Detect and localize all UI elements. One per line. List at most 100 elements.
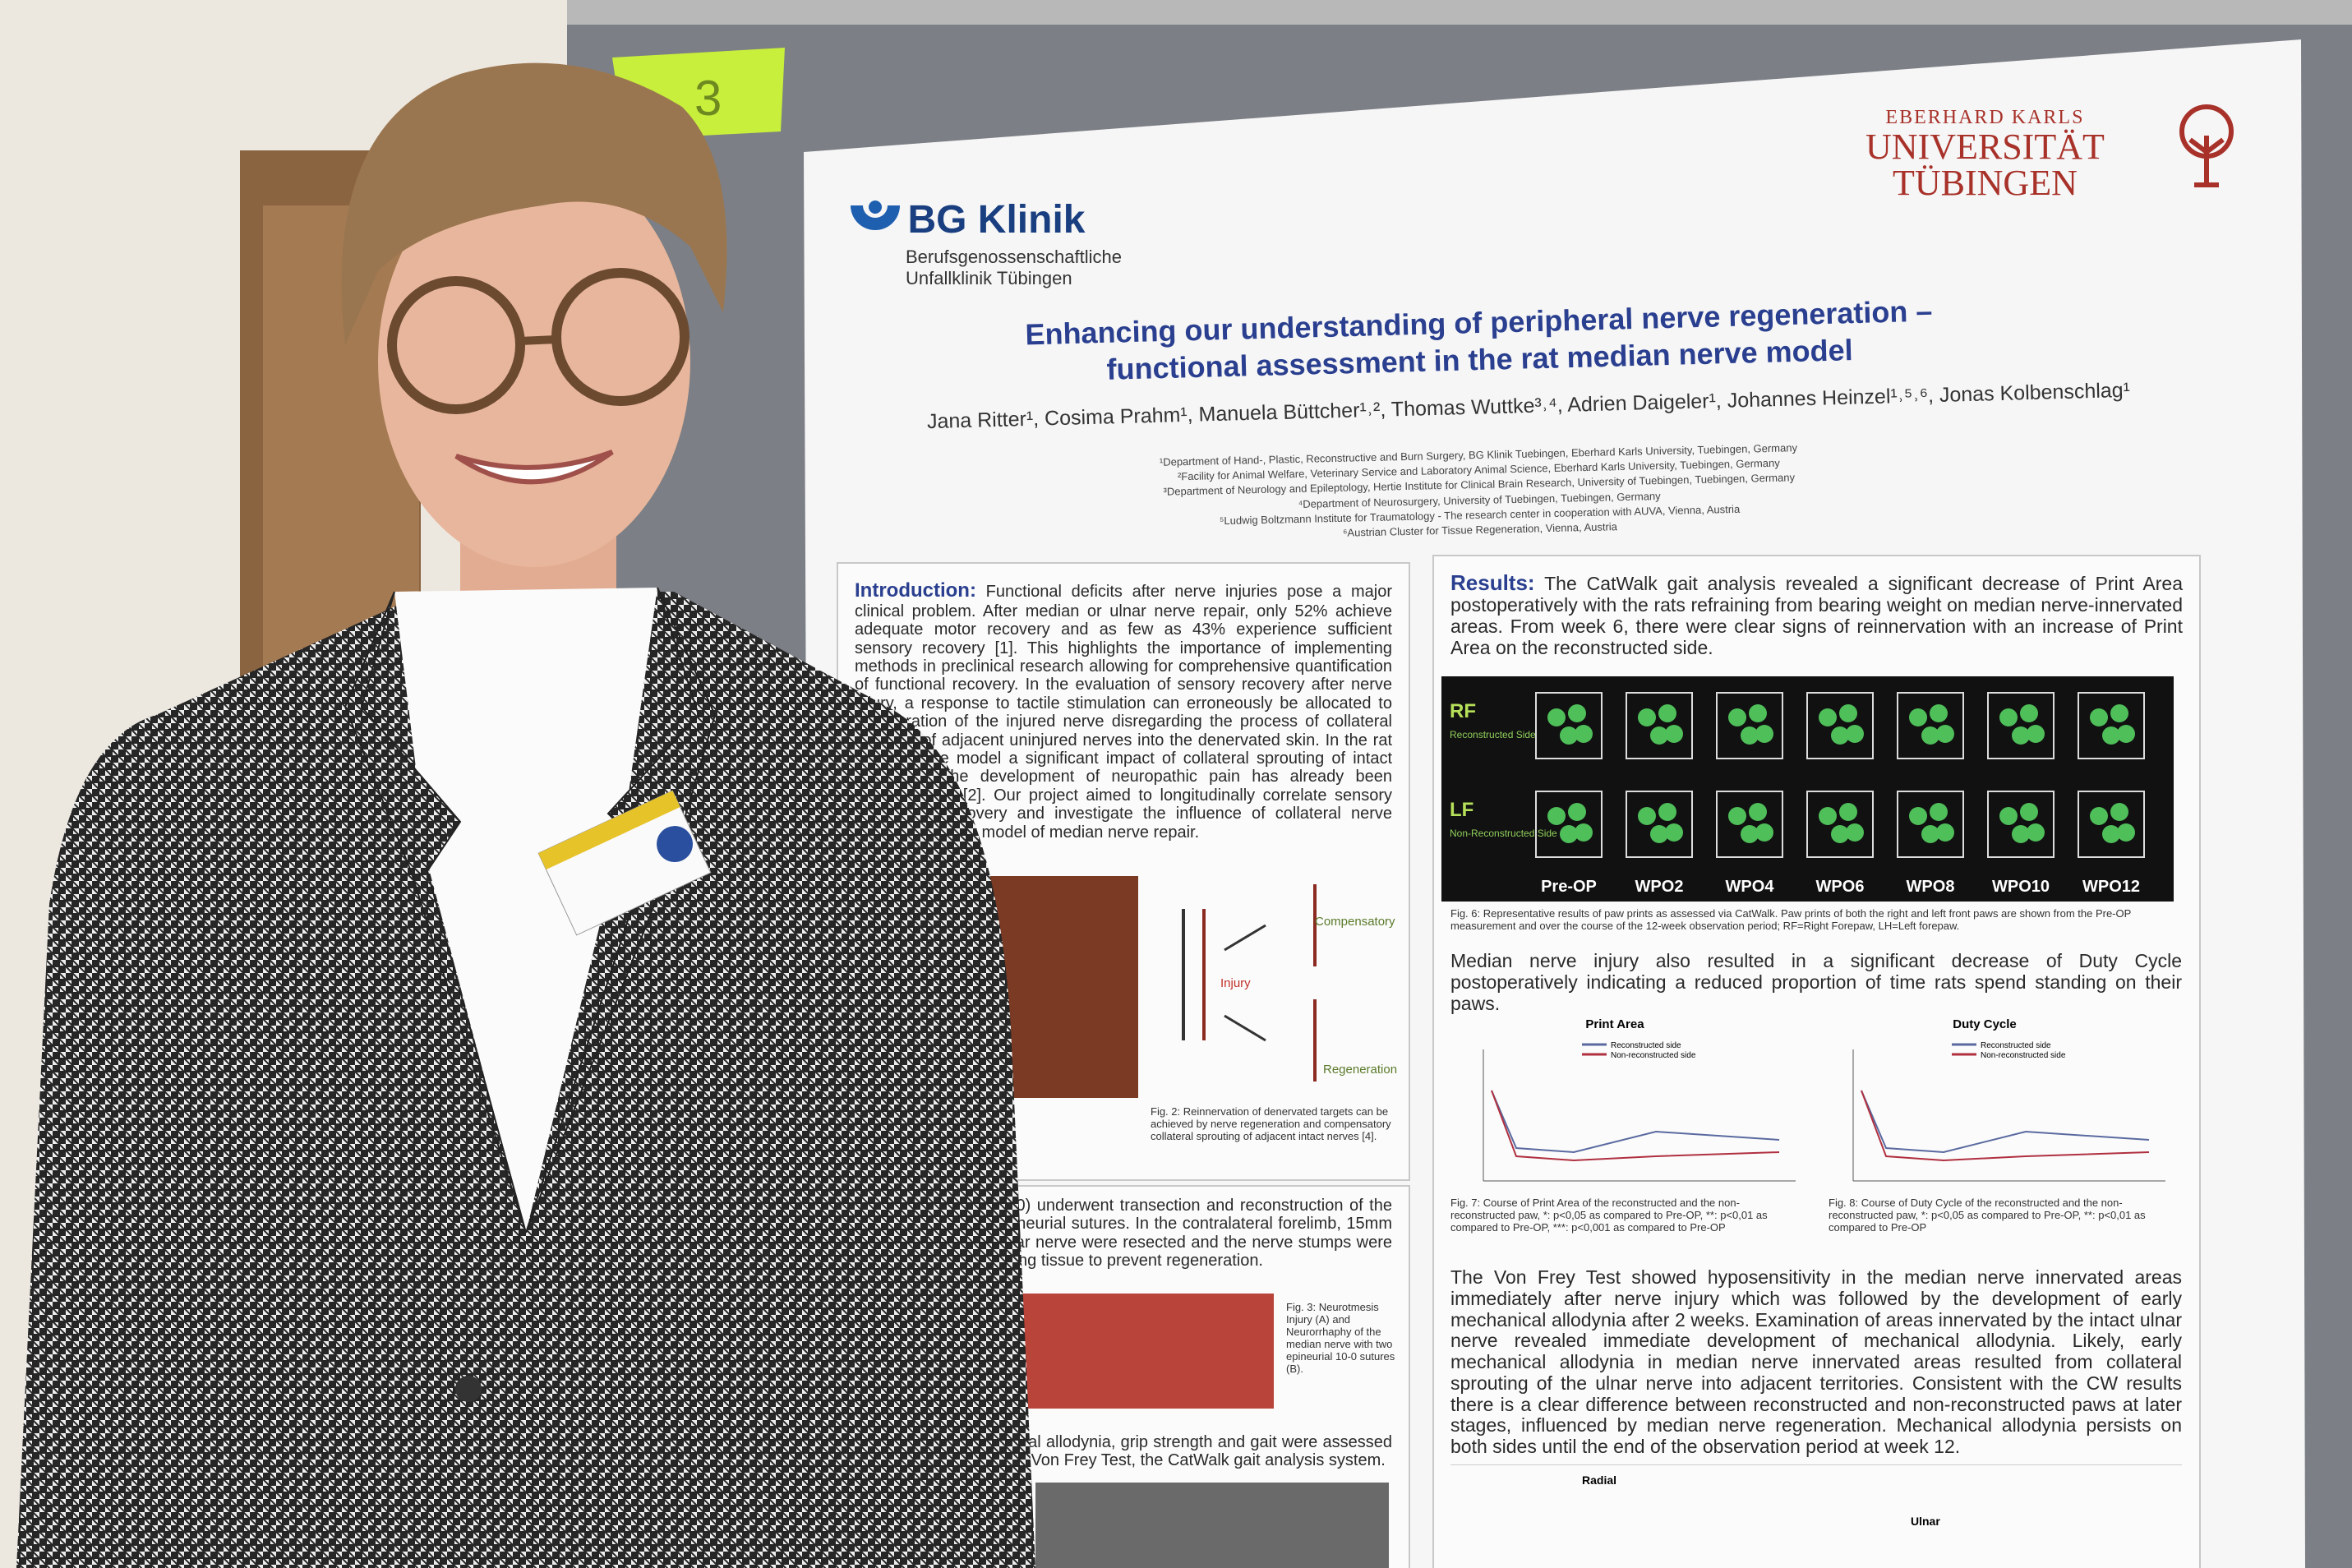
paw-blob — [1831, 726, 1849, 745]
paw-blob — [2020, 704, 2038, 722]
paw-blob — [2027, 823, 2045, 842]
fig3-caption: Fig. 3: Neurotmesis Injury (A) and Neuro… — [1286, 1301, 1395, 1375]
paw-blob — [1936, 823, 1954, 842]
paw-blob — [1909, 708, 1927, 726]
paw-blob — [2102, 825, 2120, 843]
paw-print-frame — [1806, 692, 1874, 759]
chart-title: Print Area — [1585, 1017, 1644, 1031]
row-note: Non-Reconstructed Side — [1450, 828, 1557, 839]
row-label: RF — [1450, 700, 1476, 722]
col-label: WPO2 — [1635, 878, 1684, 896]
paw-blob — [1921, 825, 1939, 843]
paw-blob — [1741, 726, 1759, 745]
results-text: The CatWalk gait analysis revealed a sig… — [1450, 573, 2183, 658]
paw-blob — [2102, 726, 2120, 745]
paw-blob — [1839, 803, 1857, 821]
anatomy-photo — [962, 876, 1138, 1098]
paw-blob — [1560, 825, 1578, 843]
fig8-caption: Fig. 8: Course of Duty Cycle of the reco… — [1829, 1197, 2146, 1234]
logo-line: Unfallklinik Tübingen — [906, 268, 1072, 288]
intro-box: Introduction: Functional deficits after … — [837, 562, 1410, 1181]
surgery-photo — [1003, 1294, 1274, 1409]
paw-print-frame — [1626, 791, 1693, 858]
paw-blob — [1999, 807, 2018, 825]
fig6-caption: Fig. 6: Representative results of paw pr… — [1450, 907, 2132, 932]
paw-blob — [2117, 725, 2135, 743]
paw-blob — [1728, 708, 1746, 726]
section-heading: Introduction: — [855, 579, 976, 602]
fig7-caption: Fig. 7: Course of Print Area of the reco… — [1450, 1197, 1768, 1234]
duty-text: Median nerve injury also resulted in a s… — [1450, 950, 2182, 1014]
panel-title: Radial — [1582, 1473, 1617, 1487]
sticky-note-text: 3 — [694, 71, 722, 126]
paw-print-frame — [1535, 791, 1603, 858]
legend-label: Reconstructed side — [1611, 1041, 1681, 1050]
paw-print-frame — [1987, 791, 2055, 858]
paw-blob — [1547, 807, 1566, 825]
paw-blob — [2090, 807, 2108, 825]
methods-box: Male Wistar rats (n=10) underwent transe… — [837, 1185, 1410, 1568]
paw-blob — [1741, 825, 1759, 843]
paw-blob — [1839, 704, 1857, 722]
paw-blob — [1936, 725, 1954, 743]
paw-blob — [1819, 708, 1837, 726]
paw-blob — [1819, 807, 1837, 825]
logo-tree — [2179, 104, 2234, 187]
paw-blob — [1575, 823, 1593, 842]
logo-line: Berufsgenossenschaftliche — [906, 247, 1122, 267]
vonfrey-figure: Radial Ulnar — [1450, 1464, 2182, 1568]
paw-blob — [1921, 726, 1939, 745]
paw-blob — [2027, 725, 2045, 743]
fig2-label: Compensatory sprouting — [1315, 915, 1397, 929]
paw-print-frame — [1716, 692, 1783, 759]
logo-tuebingen: EBERHARD KARLS UNIVERSITÄT TÜBINGEN — [1865, 107, 2105, 201]
paw-print-frame — [2078, 791, 2145, 858]
chart-line — [1861, 1090, 2150, 1162]
paw-blob — [1749, 803, 1767, 821]
paw-blob — [1658, 803, 1676, 821]
paw-blob — [1650, 825, 1668, 843]
col-label: WPO4 — [1726, 878, 1775, 896]
intro-text: Functional deficits after nerve injuries… — [855, 583, 1392, 842]
paw-print-frame — [1897, 791, 1964, 858]
col-label: WPO6 — [1816, 878, 1865, 896]
logo-name: BG Klinik — [907, 198, 1086, 242]
paw-blob — [1831, 825, 1849, 843]
logo-bg-klinik: BG Klinik Berufsgenossenschaftliche Unfa… — [846, 197, 1122, 289]
paw-print-frame — [1806, 791, 1874, 858]
paw-blob — [1650, 726, 1668, 745]
paw-blob — [1728, 807, 1746, 825]
legend-label: Reconstructed side — [1981, 1041, 2051, 1050]
chart-line — [1861, 1090, 2150, 1154]
paw-print-frame — [1535, 692, 1603, 759]
paw-blob — [1665, 823, 1683, 842]
paw-blob — [1846, 725, 1864, 743]
paw-blob — [2020, 803, 2038, 821]
paw-blob — [1560, 726, 1578, 745]
legend-label: Non-reconstructed side — [1611, 1051, 1696, 1060]
panel-title: Ulnar — [1911, 1515, 1940, 1528]
fig2-label: Regeneration — [1323, 1063, 1397, 1077]
vonfrey-text: The Von Frey Test showed hyposensitivity… — [1450, 1266, 2182, 1457]
results-box: Results: The CatWalk gait analysis revea… — [1432, 555, 2201, 1568]
logo-line: UNIVERSITÄT — [1865, 127, 2105, 167]
chart-title: Duty Cycle — [1953, 1017, 2017, 1031]
section-heading: Results: — [1450, 570, 1535, 595]
paw-blob — [1638, 708, 1656, 726]
col-label: Pre-OP — [1541, 878, 1597, 896]
paw-blob — [1755, 725, 1773, 743]
catwalk-photo — [1035, 1483, 1389, 1568]
paw-blob — [2110, 704, 2128, 722]
paw-blob — [2090, 708, 2108, 726]
paw-blob — [2012, 825, 2030, 843]
board-frame — [567, 0, 2352, 25]
logo-line: TÜBINGEN — [1893, 163, 2078, 203]
door — [263, 205, 419, 682]
paw-blob — [1547, 708, 1566, 726]
catwalk-figure: RF Reconstructed Side LF Non-Reconstructed … — [1441, 676, 2174, 902]
methods-text: Male Wistar rats (n=10) underwent transe… — [855, 1197, 1392, 1271]
col-label: WPO10 — [1992, 878, 2050, 896]
paw-blob — [1749, 704, 1767, 722]
